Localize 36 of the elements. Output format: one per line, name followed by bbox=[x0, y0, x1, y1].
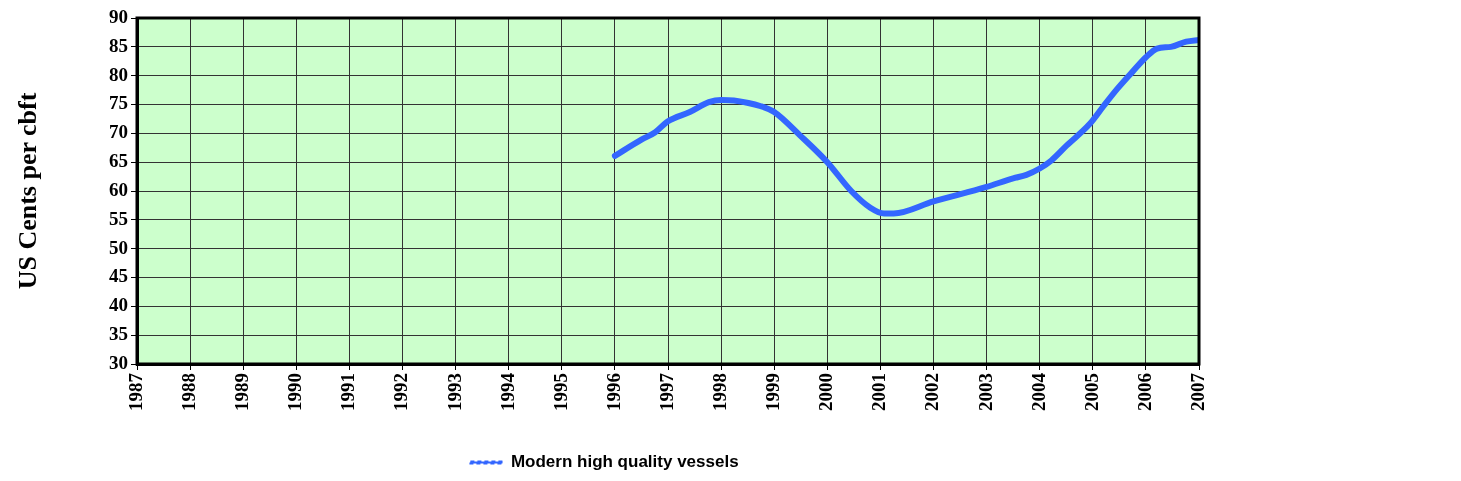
x-tick-label: 2004 bbox=[1027, 372, 1049, 411]
y-tick-label: 65 bbox=[109, 150, 128, 172]
legend-label: Modern high quality vessels bbox=[510, 452, 739, 472]
x-tick-label: 1995 bbox=[549, 373, 571, 411]
y-tick-label: 90 bbox=[109, 5, 128, 27]
y-tick-label: 70 bbox=[109, 121, 128, 143]
y-tick-label: 55 bbox=[109, 207, 128, 229]
y-tick-label: 35 bbox=[109, 323, 128, 345]
y-tick-label: 75 bbox=[109, 92, 128, 114]
y-tick-label: 30 bbox=[109, 351, 128, 373]
y-axis-title: US Cents per cbft bbox=[13, 92, 43, 290]
x-tick-label: 1994 bbox=[496, 372, 518, 411]
y-tick-label: 45 bbox=[109, 265, 128, 287]
x-tick-label: 2005 bbox=[1080, 373, 1102, 411]
y-tick-label: 60 bbox=[109, 178, 128, 200]
x-tick-label: 2007 bbox=[1186, 372, 1208, 411]
x-tick-label: 1998 bbox=[709, 373, 731, 411]
x-tick-label: 1991 bbox=[337, 373, 359, 411]
y-tick-label: 80 bbox=[109, 63, 128, 85]
y-tick-label: 50 bbox=[109, 236, 128, 258]
x-tick-label: 1993 bbox=[443, 373, 465, 411]
x-tick-label: 1988 bbox=[178, 373, 200, 411]
y-tick-label: 40 bbox=[109, 294, 128, 316]
x-tick-label: 2002 bbox=[921, 373, 943, 411]
y-tick-label: 85 bbox=[109, 34, 128, 56]
x-tick-label: 1990 bbox=[284, 373, 306, 411]
x-tick-label: 1992 bbox=[390, 373, 412, 411]
x-tick-label: 1989 bbox=[231, 373, 253, 411]
x-tick-label: 2003 bbox=[974, 373, 996, 411]
x-tick-label: 1987 bbox=[124, 372, 146, 411]
x-tick-label: 2000 bbox=[815, 373, 837, 411]
x-tick-label: 1997 bbox=[655, 372, 677, 411]
x-tick-label: 2006 bbox=[1133, 373, 1155, 411]
x-tick-label: 2001 bbox=[868, 373, 890, 411]
x-tick-label: 1996 bbox=[602, 373, 624, 411]
x-tick-label: 1999 bbox=[762, 373, 784, 411]
